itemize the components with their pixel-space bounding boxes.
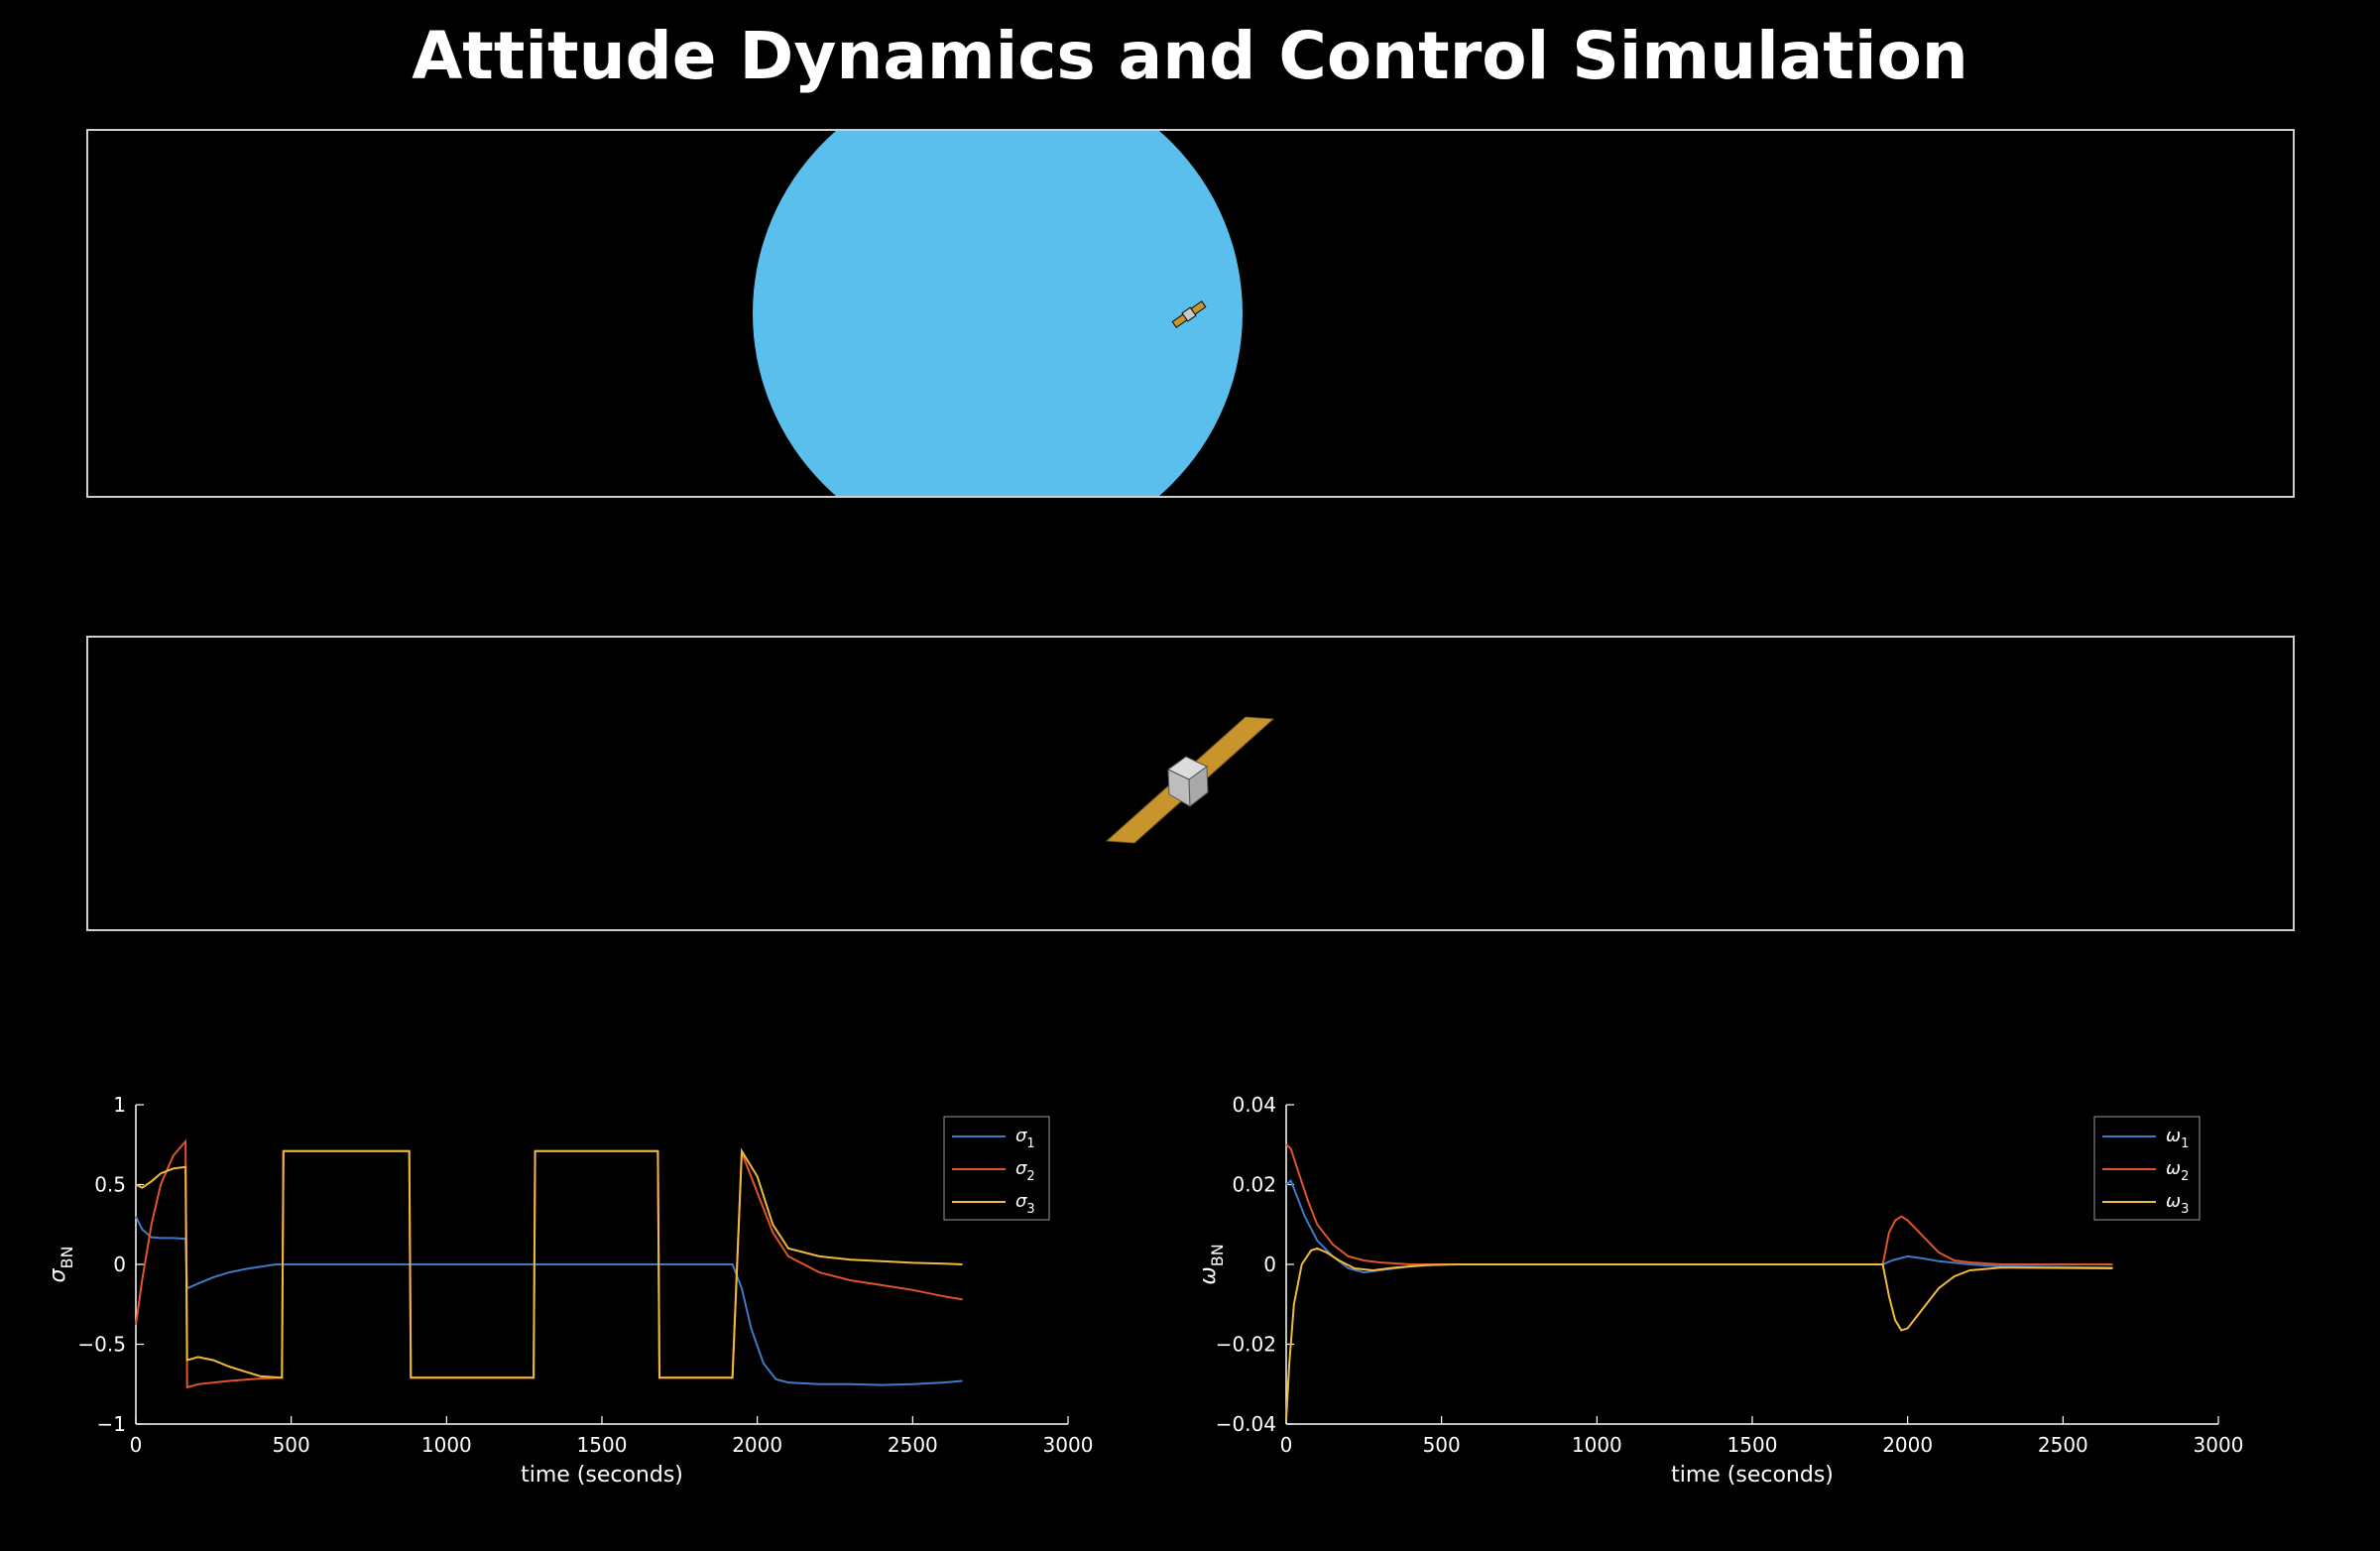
orbit-view — [753, 131, 1243, 496]
sigma-x-label: time (seconds) — [521, 1463, 683, 1488]
omega-chart: 0 500 1000 1500 2000 2500 3000 −0.04 −0.02 0 0.02 0… — [1190, 1081, 2261, 1501]
spacecraft-closeup-panel — [86, 636, 2295, 931]
omega-x-tick-label: 2500 — [2038, 1433, 2088, 1457]
omega-x-tick-label: 2000 — [1882, 1433, 1933, 1457]
sigma-x-tick-label: 3000 — [1043, 1433, 1094, 1457]
sigma-series-1-line — [135, 1216, 963, 1386]
sigma-y-tick-label: −1 — [97, 1412, 126, 1436]
omega-legend-label: ω1 — [2166, 1126, 2189, 1151]
omega-y-tick-label: −0.02 — [1216, 1333, 1276, 1357]
sigma-legend-label: σ3 — [1015, 1191, 1035, 1217]
omega-y-tick-label: 0.02 — [1232, 1173, 1276, 1197]
omega-x-tick-label: 0 — [1280, 1433, 1293, 1457]
page-title: Attitude Dynamics and Control Simulation — [412, 18, 1968, 94]
sigma-x-tick-label: 500 — [273, 1433, 310, 1457]
omega-y-label: ωBN — [1196, 1244, 1227, 1284]
orbit-view-panel — [86, 129, 2295, 498]
sigma-y-tick-label: 0.5 — [94, 1173, 126, 1197]
omega-legend-label: ω2 — [2166, 1158, 2189, 1184]
sigma-x-tick-label: 2500 — [888, 1433, 938, 1457]
sigma-chart: 0 500 1000 1500 2000 2500 3000 −1 −0.5 0 0.5 1 time … — [40, 1081, 1111, 1501]
sigma-x-tick-label: 0 — [130, 1433, 143, 1457]
omega-legend-label: ω3 — [2166, 1191, 2189, 1217]
omega-y-tick-label: 0 — [1263, 1253, 1276, 1276]
omega-series-2-line — [1285, 1143, 2113, 1265]
sigma-y-tick-label: 0 — [113, 1253, 126, 1276]
omega-x-tick-label: 1000 — [1572, 1433, 1622, 1457]
bus-right-face — [1188, 766, 1209, 807]
sigma-x-tick-label: 1500 — [577, 1433, 628, 1457]
sigma-chart-svg: 0 500 1000 1500 2000 2500 3000 −1 −0.5 0 0.5 1 time … — [46, 1093, 1094, 1488]
sigma-y-tick-label: −0.5 — [77, 1333, 126, 1357]
spacecraft-large — [1105, 716, 1275, 844]
omega-x-label: time (seconds) — [1671, 1463, 1834, 1488]
omega-series-3-line — [1285, 1247, 2113, 1421]
omega-x-tick-label: 500 — [1423, 1433, 1461, 1457]
sigma-legend-label: σ2 — [1015, 1158, 1035, 1184]
spacecraft-small — [1171, 300, 1207, 328]
omega-y-tick-label: 0.04 — [1232, 1093, 1276, 1117]
omega-series-1-line — [1285, 1178, 2113, 1274]
omega-x-tick-label: 1500 — [1727, 1433, 1778, 1457]
omega-y-tick-label: −0.04 — [1216, 1412, 1276, 1436]
sigma-y-tick-label: 1 — [113, 1093, 126, 1117]
planet-disc — [753, 131, 1243, 496]
sigma-x-tick-label: 1000 — [421, 1433, 472, 1457]
sigma-x-tick-label: 2000 — [732, 1433, 782, 1457]
spacecraft-closeup — [1105, 716, 1275, 844]
sigma-legend-label: σ1 — [1015, 1126, 1035, 1151]
sigma-series-3-line — [135, 1147, 963, 1379]
omega-x-tick-label: 3000 — [2194, 1433, 2244, 1457]
sigma-y-label: σBN — [46, 1247, 76, 1283]
omega-chart-svg: 0 500 1000 1500 2000 2500 3000 −0.04 −0.02 0 0.02 0… — [1196, 1093, 2244, 1488]
